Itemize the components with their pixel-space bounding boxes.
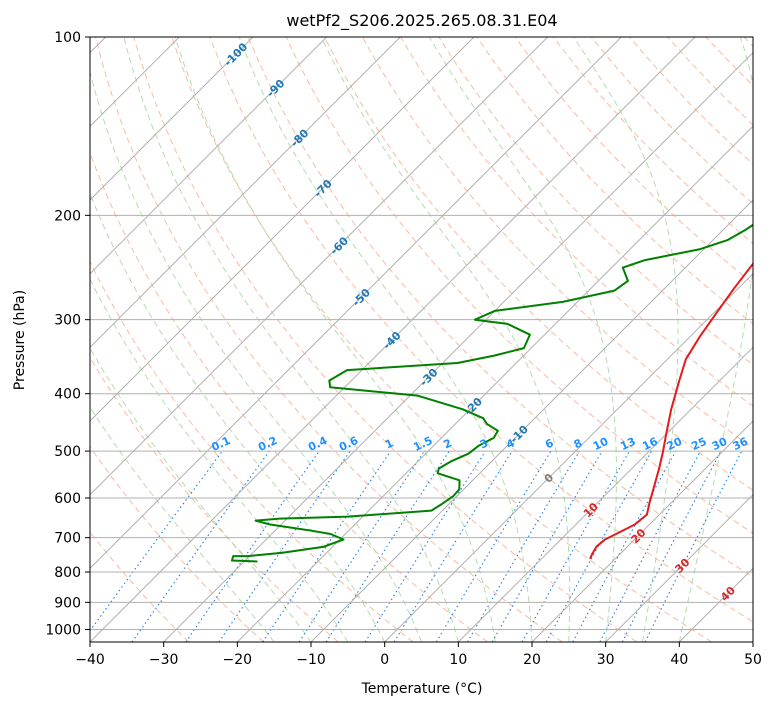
moist-adiabat: [123, 37, 459, 642]
y-tick-label: 1000: [45, 622, 81, 638]
mixing-ratio-label: 10: [591, 435, 611, 453]
y-tick-label: 400: [54, 387, 81, 403]
mixing-ratio-label: 25: [689, 435, 708, 453]
isotherm-line: [531, 420, 753, 642]
dry-adiabat: [476, 37, 753, 325]
moist-adiabat: [90, 70, 422, 642]
mixing-ratio-line: [435, 450, 552, 642]
moist-adiabat: [320, 37, 571, 642]
y-tick-label: 900: [54, 595, 81, 611]
y-tick-label: 500: [54, 444, 81, 460]
x-tick-label: 40: [670, 652, 688, 668]
dry-adiabat: [209, 37, 753, 623]
mixing-ratio-line: [262, 450, 392, 642]
y-tick-label: 100: [54, 30, 81, 46]
moist-adiabat: [573, 37, 679, 642]
y-tick-label: 800: [54, 565, 81, 581]
moist-adiabat: [429, 37, 617, 642]
data-lines: [230, 223, 753, 563]
dry-adiabat: [90, 445, 264, 642]
moist-adiabat: [238, 37, 533, 642]
dry-adiabat: [514, 37, 753, 285]
moist-adiabat: [678, 37, 753, 642]
dry-adiabat: [247, 37, 753, 578]
dry-adiabat: [90, 260, 414, 642]
isotherm-line: [90, 37, 696, 642]
mixing-ratio-line: [325, 450, 450, 642]
mixing-ratio-line: [298, 450, 425, 642]
dry-adiabat: [95, 37, 563, 642]
isotherm-line: [90, 37, 328, 275]
x-axis-label: Temperature (°C): [361, 681, 483, 697]
mixing-ratio-line: [599, 450, 701, 642]
background-lines: [90, 37, 753, 642]
plot-frame: [89, 36, 754, 643]
isotherm-line: [90, 37, 622, 570]
mixing-ratio-line: [185, 450, 320, 642]
dewpoint-profile: [230, 223, 753, 563]
y-tick-label: 300: [54, 313, 81, 329]
dry-adiabat: [171, 37, 712, 642]
isotherm-line: [605, 493, 753, 642]
mixing-ratio-label: 36: [731, 435, 751, 453]
dry-adiabat: [323, 37, 753, 491]
isotherm-line: [457, 346, 753, 642]
dry-adiabat: [285, 37, 753, 535]
dry-adiabat: [133, 37, 638, 642]
isotherm-line: [163, 51, 753, 642]
y-axis: 100 200 300 400 500 600 700 800 900 1000: [45, 30, 90, 638]
x-tick-label: 30: [597, 652, 615, 668]
x-tick-label: −40: [75, 652, 105, 668]
isotherm-line: [90, 37, 401, 349]
y-tick-label: 700: [54, 531, 81, 547]
x-tick-label: −20: [223, 652, 253, 668]
x-tick-label: 50: [744, 652, 762, 668]
x-tick-label: 10: [449, 652, 467, 668]
isotherm-line: [310, 199, 753, 642]
mixing-ratio-label: 16: [640, 435, 660, 453]
isotherm-line: [90, 37, 254, 201]
isotherm-line: [384, 272, 753, 642]
mixing-ratio-line: [364, 450, 486, 642]
mixing-ratio-label: 13: [618, 435, 637, 453]
temperature-profile: [589, 262, 753, 560]
y-tick-label: 600: [54, 491, 81, 507]
mixing-ratio-label: 20: [665, 435, 685, 453]
moist-adiabat: [90, 192, 386, 642]
x-tick-label: −10: [296, 652, 326, 668]
moist-adiabat: [90, 406, 275, 642]
x-tick-label: 20: [523, 652, 541, 668]
mixing-ratio-line: [467, 450, 580, 642]
mixing-ratio-label: 30: [710, 435, 730, 453]
moist-adiabat: [174, 37, 496, 642]
moist-adiabat: [90, 278, 349, 642]
x-tick-label: 0: [380, 652, 389, 668]
x-axis: −40 −30 −20 −10 0 10 20 30 40 50: [75, 642, 762, 668]
x-tick-label: −30: [149, 652, 179, 668]
isotherm-line: [90, 37, 549, 496]
chart-title: wetPf2_S206.2025.265.08.31.E04: [286, 11, 557, 31]
y-axis-label: Pressure (hPa): [12, 290, 28, 390]
y-tick-label: 200: [54, 208, 81, 224]
mixing-ratio-line: [218, 450, 351, 642]
isotherm-line: [90, 37, 475, 422]
